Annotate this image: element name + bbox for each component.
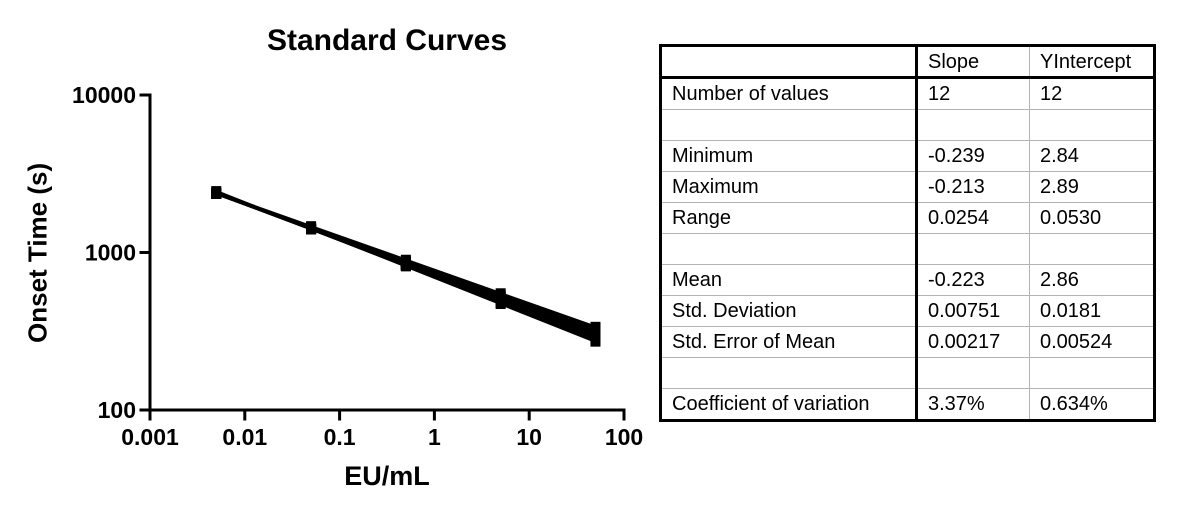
table-row: Std. Error of Mean 0.00217 0.00524 bbox=[660, 326, 1155, 358]
stat-yintercept-value: 0.00524 bbox=[1029, 326, 1155, 358]
stat-yintercept-value bbox=[1029, 357, 1155, 389]
x-tick-label: 100 bbox=[605, 424, 643, 450]
data-point-marker bbox=[400, 254, 411, 265]
stats-column-header: YIntercept bbox=[1029, 45, 1155, 79]
table-row: Maximum -0.213 2.89 bbox=[660, 171, 1155, 203]
table-row-blank bbox=[660, 357, 1155, 389]
stat-label: Coefficient of variation bbox=[660, 388, 918, 421]
stat-slope-value: 12 bbox=[916, 77, 1030, 110]
standard-curves-chart: 0.001 0.01 0.1 1 10 100 100 1000 10000 bbox=[72, 82, 643, 450]
stats-table-header-row: Slope YIntercept bbox=[660, 45, 1155, 79]
stat-label bbox=[660, 357, 918, 389]
stat-yintercept-value: 2.89 bbox=[1029, 171, 1155, 203]
table-row: Minimum -0.239 2.84 bbox=[660, 140, 1155, 172]
stat-yintercept-value: 2.84 bbox=[1029, 140, 1155, 172]
stat-slope-value: -0.213 bbox=[916, 171, 1030, 203]
stat-label: Std. Error of Mean bbox=[660, 326, 918, 358]
stat-slope-value: 0.00751 bbox=[916, 295, 1030, 327]
stat-label bbox=[660, 109, 918, 141]
data-point-marker bbox=[495, 288, 506, 299]
x-tick-label: 0.001 bbox=[121, 424, 179, 450]
table-row: Std. Deviation 0.00751 0.0181 bbox=[660, 295, 1155, 327]
y-tick-label: 1000 bbox=[85, 240, 136, 266]
stat-slope-value: 3.37% bbox=[916, 388, 1030, 421]
data-point-marker bbox=[590, 321, 601, 332]
stats-table: Slope YIntercept Number of values 12 12 Mini… bbox=[659, 44, 1156, 422]
stat-label: Range bbox=[660, 202, 918, 234]
table-row-blank bbox=[660, 233, 1155, 265]
stats-table-corner-cell bbox=[660, 45, 918, 79]
table-row: Coefficient of variation 3.37% 0.634% bbox=[660, 388, 1155, 421]
stat-yintercept-value: 2.86 bbox=[1029, 264, 1155, 296]
stat-slope-value: -0.239 bbox=[916, 140, 1030, 172]
stat-label: Number of values bbox=[660, 77, 918, 110]
chart-title: Standard Curves bbox=[266, 24, 508, 57]
stat-slope-value: 0.0254 bbox=[916, 202, 1030, 234]
y-tick-label: 10000 bbox=[72, 82, 136, 108]
table-row: Number of values 12 12 bbox=[660, 77, 1155, 110]
stat-slope-value bbox=[916, 109, 1030, 141]
x-tick-label: 10 bbox=[516, 424, 542, 450]
stat-label: Minimum bbox=[660, 140, 918, 172]
stats-column-header: Slope bbox=[916, 45, 1030, 79]
data-point-marker bbox=[306, 221, 317, 232]
stat-slope-value bbox=[916, 357, 1030, 389]
stat-yintercept-value: 12 bbox=[1040, 83, 1063, 105]
stat-label: Mean bbox=[660, 264, 918, 296]
stat-yintercept-value: 0.0181 bbox=[1029, 295, 1155, 327]
stat-label: Std. Deviation bbox=[660, 295, 918, 327]
stat-yintercept-value: 0.634% bbox=[1029, 388, 1155, 421]
data-point-marker bbox=[211, 187, 222, 198]
stats-table-body: Number of values 12 12 Minimum -0.239 2.84 Max… bbox=[660, 77, 1155, 421]
table-row: Range 0.0254 0.0530 bbox=[660, 202, 1155, 234]
stat-yintercept-value bbox=[1029, 233, 1155, 265]
stat-slope-value: -0.223 bbox=[916, 264, 1030, 296]
table-row-blank bbox=[660, 109, 1155, 141]
x-tick-label: 0.1 bbox=[324, 424, 356, 450]
y-tick-label: 100 bbox=[98, 397, 136, 423]
stat-slope-value: 0.00217 bbox=[916, 326, 1030, 358]
stat-yintercept-value: 0.0530 bbox=[1029, 202, 1155, 234]
x-tick-label: 1 bbox=[428, 424, 441, 450]
stat-yintercept-value bbox=[1029, 109, 1155, 141]
stat-label bbox=[660, 233, 918, 265]
table-row: Mean -0.223 2.86 bbox=[660, 264, 1155, 296]
stat-label: Maximum bbox=[660, 171, 918, 203]
stat-slope-value bbox=[916, 233, 1030, 265]
x-tick-label: 0.01 bbox=[222, 424, 267, 450]
x-axis-label: EU/mL bbox=[344, 461, 430, 491]
